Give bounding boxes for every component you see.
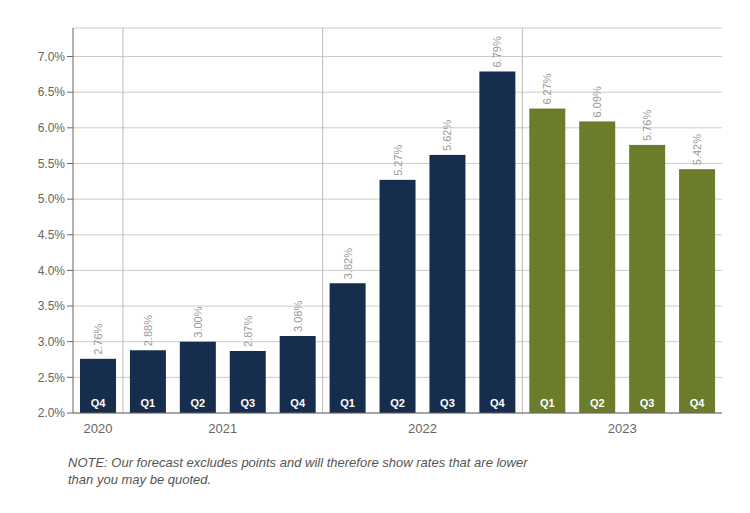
svg-text:Q4: Q4 bbox=[490, 397, 506, 409]
svg-text:2.88%: 2.88% bbox=[142, 315, 154, 346]
svg-text:3.82%: 3.82% bbox=[342, 248, 354, 279]
svg-text:5.62%: 5.62% bbox=[441, 119, 453, 150]
svg-text:Q3: Q3 bbox=[240, 397, 255, 409]
svg-text:5.42%: 5.42% bbox=[691, 134, 703, 165]
svg-text:2022: 2022 bbox=[408, 421, 437, 436]
svg-text:3.0%: 3.0% bbox=[38, 335, 66, 349]
svg-text:2020: 2020 bbox=[84, 421, 113, 436]
svg-text:4.0%: 4.0% bbox=[38, 264, 66, 278]
svg-text:Q4: Q4 bbox=[91, 397, 107, 409]
svg-text:Q1: Q1 bbox=[141, 397, 156, 409]
svg-text:2.76%: 2.76% bbox=[92, 323, 104, 354]
svg-text:6.79%: 6.79% bbox=[491, 36, 503, 67]
svg-text:5.0%: 5.0% bbox=[38, 192, 66, 206]
svg-text:Q3: Q3 bbox=[640, 397, 655, 409]
svg-text:Q4: Q4 bbox=[690, 397, 706, 409]
svg-text:6.27%: 6.27% bbox=[541, 73, 553, 104]
svg-text:4.5%: 4.5% bbox=[38, 228, 66, 242]
svg-text:Q2: Q2 bbox=[590, 397, 605, 409]
svg-text:3.00%: 3.00% bbox=[192, 306, 204, 337]
svg-text:2021: 2021 bbox=[208, 421, 237, 436]
svg-text:Q1: Q1 bbox=[340, 397, 355, 409]
svg-text:2.5%: 2.5% bbox=[38, 371, 66, 385]
svg-text:5.76%: 5.76% bbox=[641, 110, 653, 141]
svg-text:Q3: Q3 bbox=[440, 397, 455, 409]
svg-text:3.08%: 3.08% bbox=[292, 301, 304, 332]
svg-text:5.27%: 5.27% bbox=[392, 144, 404, 175]
svg-text:Q2: Q2 bbox=[190, 397, 205, 409]
html-text:NOTE: Our forecast excludes po: NOTE: Our forecast excludes points and w… bbox=[68, 455, 528, 470]
svg-text:6.09%: 6.09% bbox=[591, 86, 603, 117]
svg-text:Q4: Q4 bbox=[290, 397, 306, 409]
svg-text:2023: 2023 bbox=[608, 421, 637, 436]
svg-text:2.0%: 2.0% bbox=[38, 406, 66, 420]
svg-text:3.5%: 3.5% bbox=[38, 299, 66, 313]
svg-text:2.87%: 2.87% bbox=[242, 316, 254, 347]
svg-text:Q2: Q2 bbox=[390, 397, 405, 409]
svg-text:Q1: Q1 bbox=[540, 397, 555, 409]
svg-text:6.5%: 6.5% bbox=[38, 85, 66, 99]
svg-text:5.5%: 5.5% bbox=[38, 157, 66, 171]
svg-text:6.0%: 6.0% bbox=[38, 121, 66, 135]
svg-text:7.0%: 7.0% bbox=[38, 50, 66, 64]
html-text:than you may be quoted.: than you may be quoted. bbox=[68, 472, 212, 487]
